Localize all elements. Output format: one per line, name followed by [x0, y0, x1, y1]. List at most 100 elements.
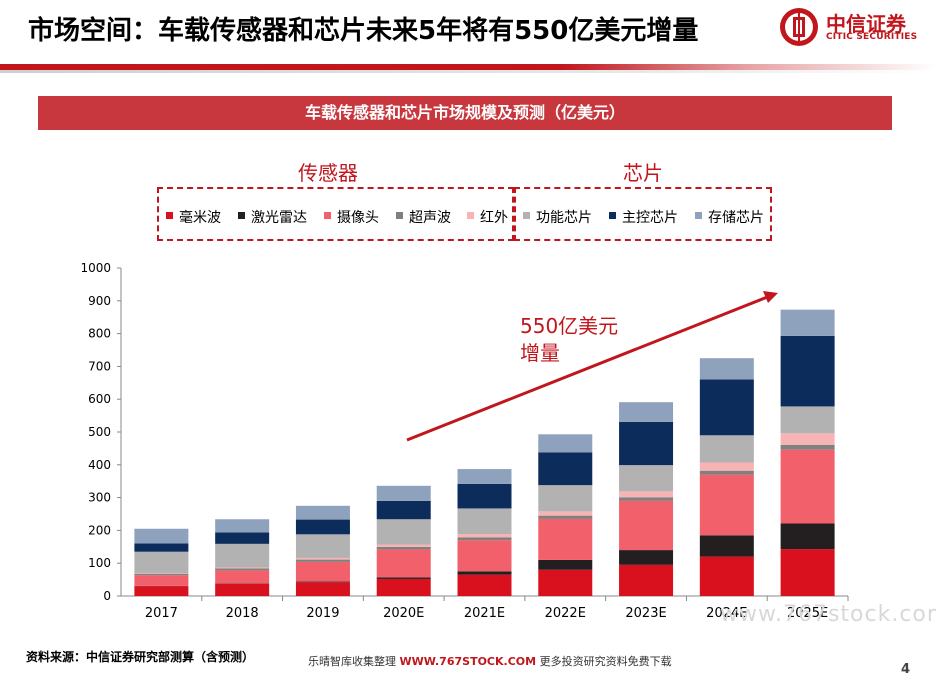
bar-segment: [376, 500, 431, 520]
legend-box-chip: [514, 187, 772, 241]
bar-segment: [376, 549, 431, 578]
legend-swatch: [609, 211, 616, 219]
bar-segment: [619, 402, 674, 422]
legend-swatch: [166, 211, 173, 219]
y-tick-label: 900: [88, 294, 111, 308]
bar-segment: [457, 534, 512, 538]
legend-item-ultrasonic: 超声波: [396, 207, 451, 227]
x-tick-label: 2021E: [464, 606, 505, 621]
bar-segment: [699, 462, 754, 471]
legend-item-lidar: 激光雷达: [238, 207, 307, 227]
y-tick-label: 200: [88, 523, 111, 537]
x-tick-label: 2020E: [383, 606, 424, 621]
bar-segment: [295, 534, 350, 558]
bar-segment: [457, 571, 512, 575]
bar-segment: [295, 557, 350, 560]
y-tick-label: 600: [88, 392, 111, 406]
bar-segment: [215, 568, 270, 571]
bar-segment: [457, 508, 512, 535]
bar-segment: [457, 469, 512, 484]
bar-segment: [538, 559, 593, 570]
bar-segment: [134, 543, 189, 552]
bar-segment: [619, 550, 674, 565]
annotation-line2: 增量: [520, 341, 560, 365]
bar-segment: [134, 573, 189, 574]
bar-segment: [457, 540, 512, 572]
bar-segment: [295, 581, 350, 583]
bar-segment: [215, 532, 270, 544]
header-divider: [0, 64, 936, 70]
x-tick-label: 2019: [306, 606, 339, 621]
bar-segment: [780, 309, 835, 336]
footer-note: 乐晴智库收集整理 WWW.767STOCK.COM 更多投资研究资料免费下载: [308, 655, 672, 668]
bar-segment: [619, 465, 674, 492]
bar-segment: [134, 573, 189, 576]
y-tick-label: 500: [88, 425, 111, 439]
bar-segment: [457, 483, 512, 509]
bar-segment: [699, 435, 754, 463]
annotation-line1: 550亿美元: [520, 314, 618, 338]
bar-segment: [376, 485, 431, 501]
y-tick-label: 400: [88, 458, 111, 472]
bar-segment: [619, 421, 674, 466]
x-tick-label: 2018: [226, 606, 259, 621]
bar-segment: [376, 519, 431, 545]
x-tick-label: 2017: [145, 606, 178, 621]
legend-swatch: [324, 211, 331, 219]
bar-segment: [376, 546, 431, 550]
bar-segment: [295, 505, 350, 520]
bar-segment: [134, 575, 189, 586]
watermark: www.767stock.com: [720, 602, 936, 627]
bar-segment: [780, 433, 835, 445]
bar-segment: [619, 491, 674, 498]
bar-segment: [215, 519, 270, 533]
legend-swatch: [467, 211, 474, 219]
x-tick-label: 2024E: [706, 606, 747, 621]
bar-segment: [215, 567, 270, 569]
bar-segment: [538, 515, 593, 519]
y-tick-label: 1000: [80, 261, 111, 275]
legend-swatch: [238, 211, 245, 219]
legend-item-infrared: 红外: [467, 207, 508, 227]
page-number: 4: [900, 662, 910, 677]
y-tick-label: 300: [88, 491, 111, 505]
bar-segment: [457, 537, 512, 541]
bar-segment: [619, 497, 674, 501]
chart-title-banner: 车载传感器和芯片市场规模及预测（亿美元）: [38, 96, 892, 130]
bar-segment: [538, 518, 593, 560]
bar-segment: [619, 564, 674, 596]
bar-segment: [376, 544, 431, 547]
legend-item-mmwave: 毫米波: [166, 207, 221, 227]
legend-group-sensor: 传感器: [298, 161, 358, 185]
header-divider-shadow: [0, 70, 936, 73]
bar-segment: [780, 549, 835, 596]
bar-segment: [699, 474, 754, 536]
bar-segment: [699, 379, 754, 436]
bar-segment: [457, 574, 512, 596]
y-tick-label: 800: [88, 327, 111, 341]
bar-segment: [134, 586, 189, 596]
legend-box-sensor: [157, 187, 514, 241]
legend-item-storage-chip: 存储芯片: [695, 207, 764, 227]
bar-segment: [134, 551, 189, 574]
bar-segment: [215, 543, 270, 568]
logo-english-name: CITIC SECURITIES: [826, 32, 918, 42]
footer-site-link[interactable]: WWW.767STOCK.COM: [399, 655, 537, 668]
bar-segment: [538, 511, 593, 516]
bar-segment: [376, 578, 431, 596]
x-tick-label: 2025E: [787, 606, 828, 621]
legend-item-main-chip: 主控芯片: [609, 207, 678, 227]
bar-segment: [699, 556, 754, 596]
logo-name: 中信证券: [826, 12, 906, 36]
citic-emblem-icon: [780, 8, 818, 46]
y-tick-label: 100: [88, 556, 111, 570]
bar-segment: [295, 561, 350, 582]
bar-segment: [780, 449, 835, 524]
legend-swatch: [396, 211, 403, 219]
bar-segment: [538, 485, 593, 512]
bar-segment: [699, 358, 754, 380]
y-tick-label: 700: [88, 359, 111, 373]
bar-segment: [780, 406, 835, 434]
bar-segment: [215, 583, 270, 596]
